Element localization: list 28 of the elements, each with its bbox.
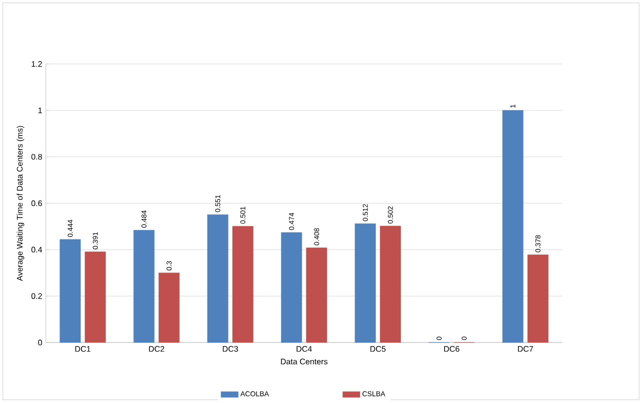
- x-tick-label: DC6: [444, 346, 460, 352]
- x-axis-title: Data Centers: [280, 358, 328, 365]
- x-tick-label: DC4: [296, 346, 312, 352]
- y-tick-label: 0: [38, 340, 42, 346]
- x-tick-label: DC3: [222, 346, 238, 352]
- bar: [527, 254, 548, 343]
- bar: [232, 226, 254, 343]
- bar: [306, 248, 328, 343]
- bar: [380, 226, 401, 343]
- y-tick-label: 0.4: [31, 246, 42, 253]
- bar: [207, 214, 228, 343]
- y-tick-label: 1.2: [32, 61, 42, 67]
- y-tick-label: 1: [38, 108, 42, 114]
- bar: [502, 110, 524, 343]
- bar: [60, 239, 81, 343]
- x-tick-label: DC1: [75, 346, 90, 352]
- bar: [354, 224, 376, 343]
- bar: [158, 272, 180, 343]
- y-tick-label: 0.8: [31, 154, 42, 160]
- x-tick-label: DC2: [149, 346, 164, 352]
- y-tick-label: 0.6: [31, 200, 42, 206]
- bar: [84, 252, 106, 343]
- x-tick-label: DC7: [518, 346, 534, 352]
- bar: [281, 232, 302, 343]
- bar: [134, 230, 154, 343]
- x-tick-label: DC5: [370, 346, 386, 352]
- y-tick-label: 0.2: [31, 293, 42, 300]
- y-axis-title: Average Waiting Time of Data Centers (ms): [16, 126, 24, 282]
